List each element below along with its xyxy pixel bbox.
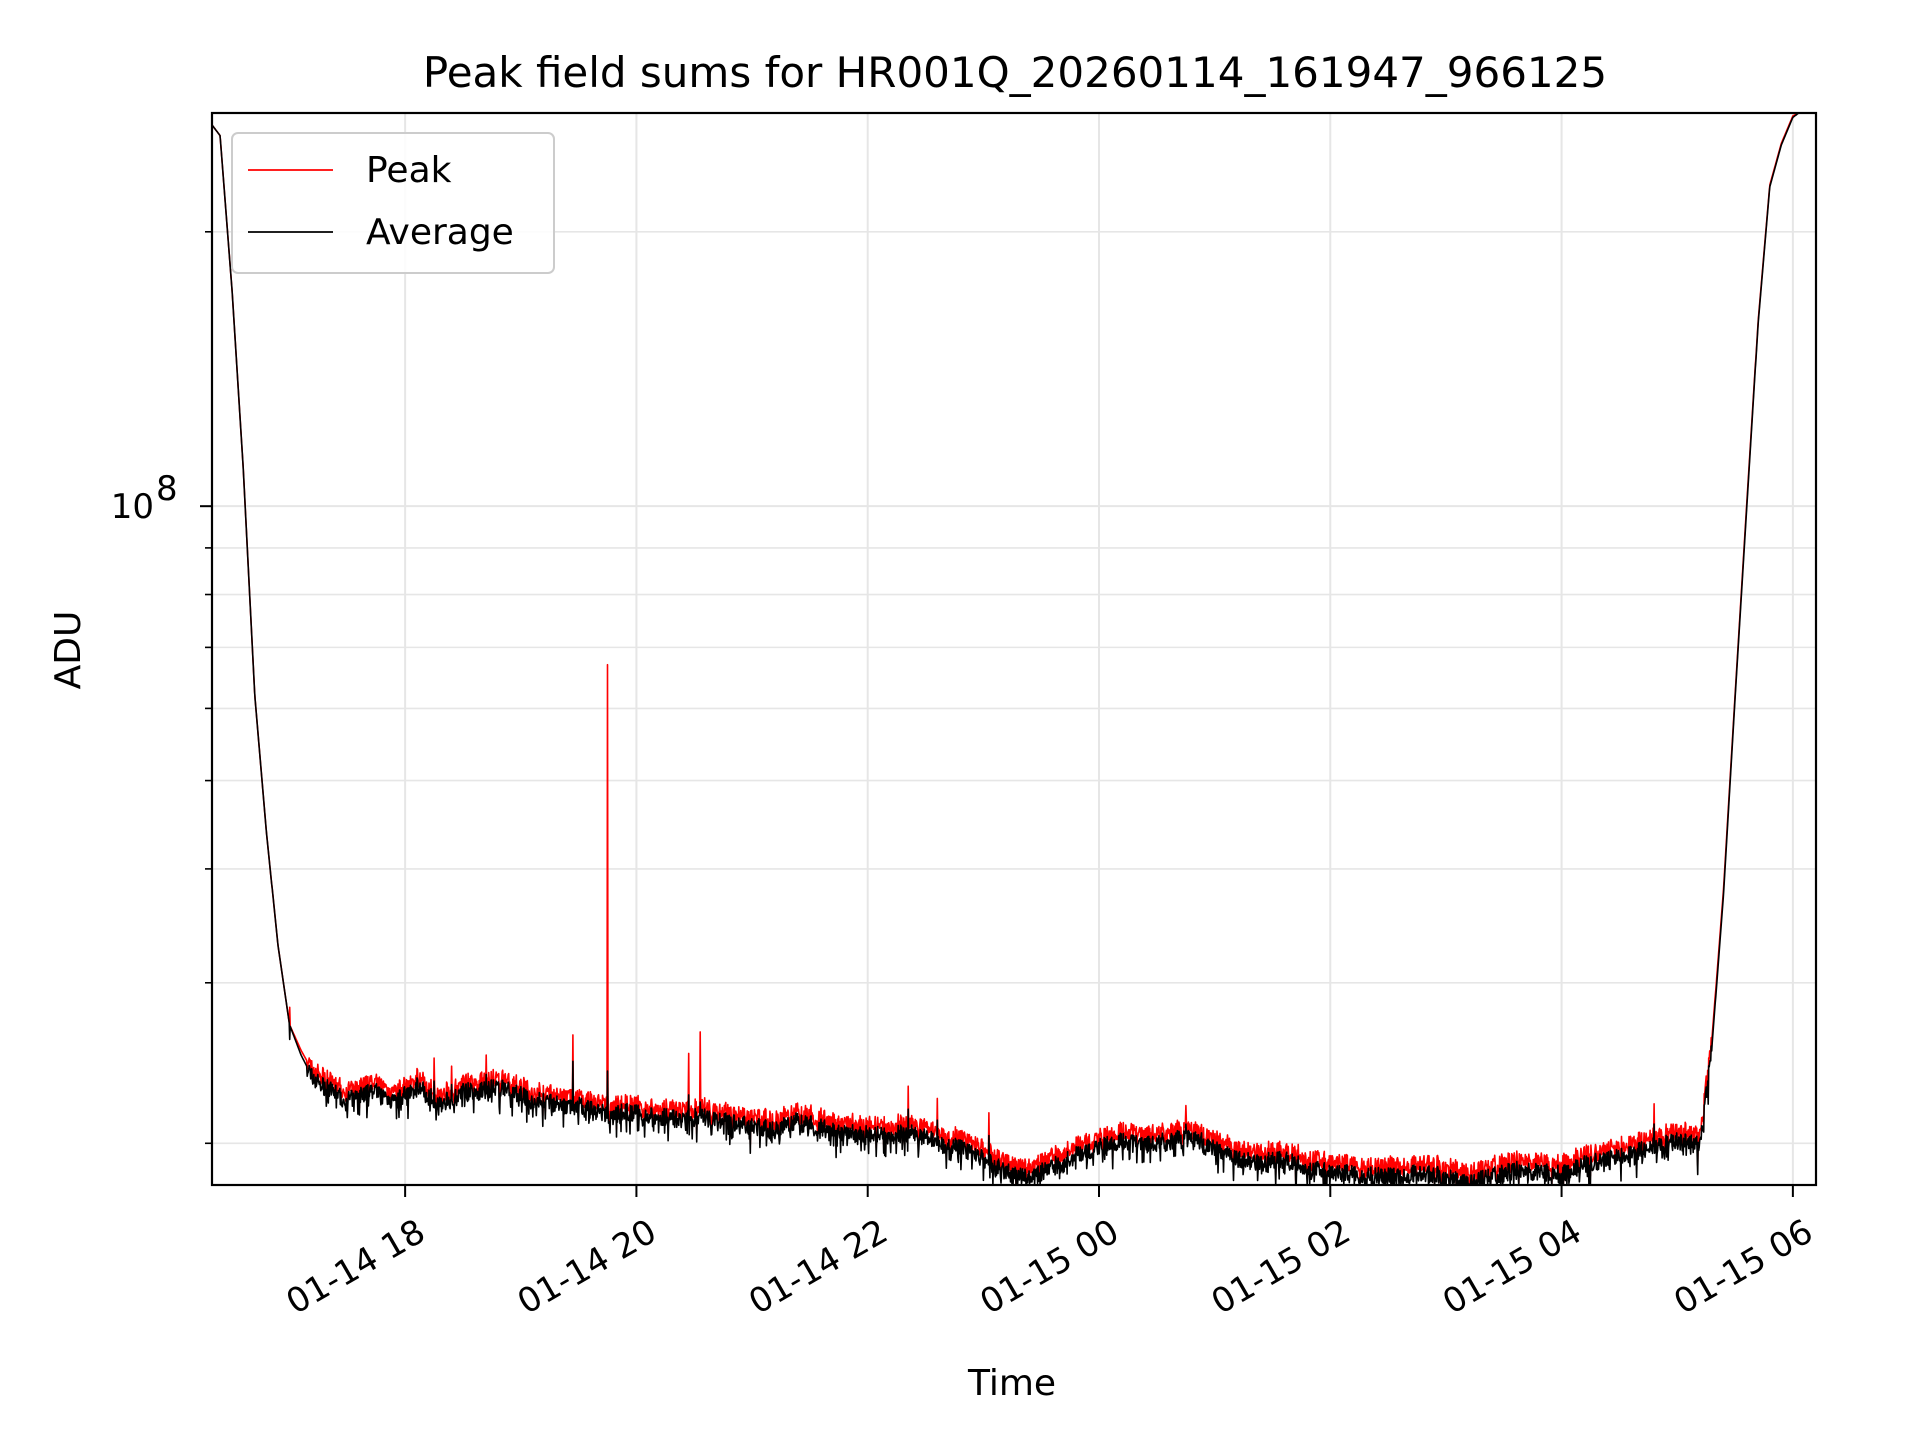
legend: Peak Average (231, 132, 555, 274)
series-peak-line (211, 112, 1817, 1186)
legend-average-label: Average (366, 212, 514, 253)
legend-peak-label: Peak (366, 150, 452, 191)
x-axis-label: Time (967, 1363, 1056, 1404)
series-lines (211, 112, 1817, 1186)
grid-lines (212, 113, 1816, 1185)
legend-box (231, 132, 555, 274)
y-axis-label: ADU (48, 611, 89, 690)
y-tick-label: 10 (111, 487, 154, 527)
chart-title: Peak field sums for HR001Q_20260114_1619… (423, 48, 1607, 97)
series-average-line (211, 112, 1817, 1186)
plot-frame (210, 111, 1818, 1187)
y-tick-exponent: 8 (156, 469, 178, 509)
y-axis-ticks: 10 8 (111, 230, 212, 1145)
